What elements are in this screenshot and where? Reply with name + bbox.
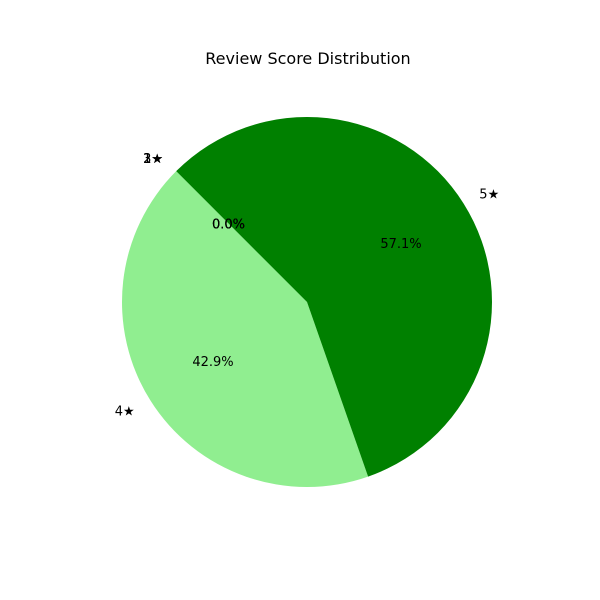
slice-label-3-star: 3★ bbox=[143, 152, 163, 167]
slice-label-2-star: 2★ bbox=[143, 152, 163, 167]
labels-group: 1★0.0%2★0.0%3★0.0%4★42.9%5★57.1% bbox=[115, 152, 499, 419]
slice-label-4-star: 4★ bbox=[115, 404, 135, 419]
percent-label-4-star: 42.9% bbox=[192, 355, 233, 370]
pie-slice-4-star bbox=[121, 171, 369, 488]
slices-group bbox=[121, 117, 492, 488]
percent-label-2-star: 0.0% bbox=[212, 218, 245, 233]
percent-label-5-star: 57.1% bbox=[380, 237, 421, 252]
slice-label-1-star: 1★ bbox=[143, 152, 163, 167]
percent-label-1-star: 0.0% bbox=[212, 218, 245, 233]
pie-slice-5-star bbox=[176, 117, 492, 477]
chart-title: Review Score Distribution bbox=[205, 49, 410, 68]
slice-label-5-star: 5★ bbox=[479, 188, 499, 203]
percent-label-3-star: 0.0% bbox=[212, 218, 245, 233]
